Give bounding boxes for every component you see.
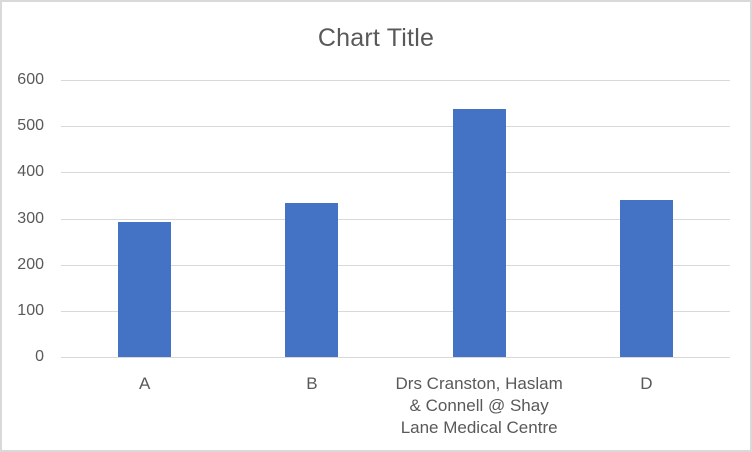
bar-3 [452,109,506,357]
y-tick-label-100: 100 [17,301,44,319]
chart-title: Chart Title [317,24,435,52]
x-category-label-1: A [138,374,151,393]
gridline-y600 [61,80,730,81]
bar-4 [619,200,673,357]
x-category-label-2: B [306,374,318,393]
y-tick-label-400: 400 [17,163,44,181]
plot-area [61,80,730,358]
x-category-label-4: D [640,374,653,393]
y-tick-label-0: 0 [35,348,44,365]
y-tick-label-600: 600 [17,71,44,88]
gridline-y200 [61,264,730,266]
bar-2 [285,202,339,357]
gridline-y500 [61,126,730,128]
y-tick-label-300: 300 [17,209,44,227]
y-tick-label-500: 500 [17,117,44,135]
gridline-y100 [61,310,730,312]
x-axis-line [61,357,730,358]
gridline-y300 [61,218,730,220]
bar-1 [118,221,172,357]
y-tick-label-200: 200 [17,255,44,273]
gridline-y400 [61,172,730,174]
x-category-label-3: Drs Cranston, Haslam & Connell @ Shay La… [395,374,563,437]
